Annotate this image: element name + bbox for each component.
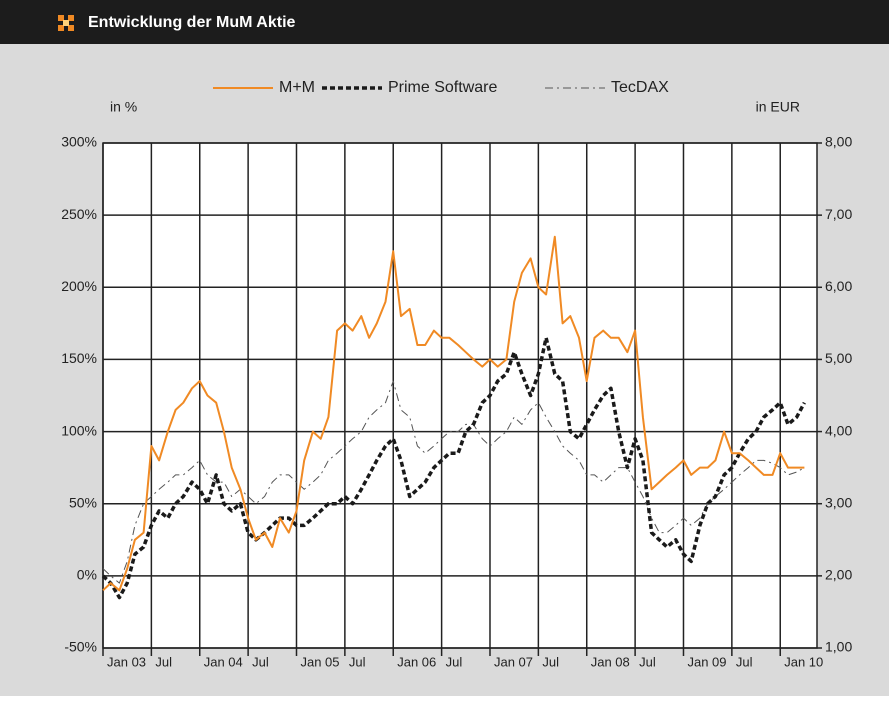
plot-area [103, 143, 817, 648]
x-tick-label: Jul [639, 654, 656, 669]
x-tick-label: Jan 03 [107, 654, 146, 669]
plot-border [102, 142, 818, 649]
y-tick-label: 150% [61, 350, 97, 366]
x-tick-label: Jul [446, 654, 463, 669]
y2-tick-label: 6,00 [825, 278, 852, 294]
y-tick-label: 250% [61, 206, 97, 222]
y2-tick-label: 8,00 [825, 134, 852, 150]
series-line [102, 235, 805, 592]
x-tick-label: Jan 06 [397, 654, 436, 669]
legend-label: TecDAX [611, 79, 669, 96]
y2-tick-label: 3,00 [825, 494, 852, 510]
x-tick-label: Jan 09 [687, 654, 726, 669]
series-line [101, 336, 806, 600]
chart-title: Entwicklung der MuM Aktie [88, 14, 296, 31]
y-tick-label: 50% [69, 494, 97, 510]
y2-tick-label: 5,00 [825, 350, 852, 366]
y2-axis-label: in EUR [756, 99, 800, 115]
y-tick-label: 200% [61, 278, 97, 294]
y-tick-label: 300% [61, 134, 97, 150]
y-tick-label: 0% [77, 567, 97, 583]
x-tick-label: Jan 04 [204, 654, 243, 669]
y2-tick-label: 2,00 [825, 567, 852, 583]
legend-label: Prime Software [388, 79, 497, 96]
x-tick-label: Jul [736, 654, 753, 669]
y-axis-label: in % [110, 99, 137, 115]
legend-label: M+M [279, 79, 315, 96]
x-tick-label: Jul [349, 654, 366, 669]
x-tick-label: Jul [155, 654, 172, 669]
x-tick-label: Jan 05 [300, 654, 339, 669]
x-tick-label: Jul [252, 654, 269, 669]
x-tick-label: Jul [542, 654, 559, 669]
header-icon [58, 15, 74, 31]
y2-tick-label: 1,00 [825, 639, 852, 655]
header-bar [0, 0, 889, 44]
y2-tick-label: 4,00 [825, 422, 852, 438]
y-tick-label: 100% [61, 422, 97, 438]
x-tick-label: Jan 07 [494, 654, 533, 669]
x-tick-label: Jan 10 [784, 654, 823, 669]
y-tick-label: -50% [64, 639, 97, 655]
x-tick-label: Jan 08 [591, 654, 630, 669]
y2-tick-label: 7,00 [825, 206, 852, 222]
